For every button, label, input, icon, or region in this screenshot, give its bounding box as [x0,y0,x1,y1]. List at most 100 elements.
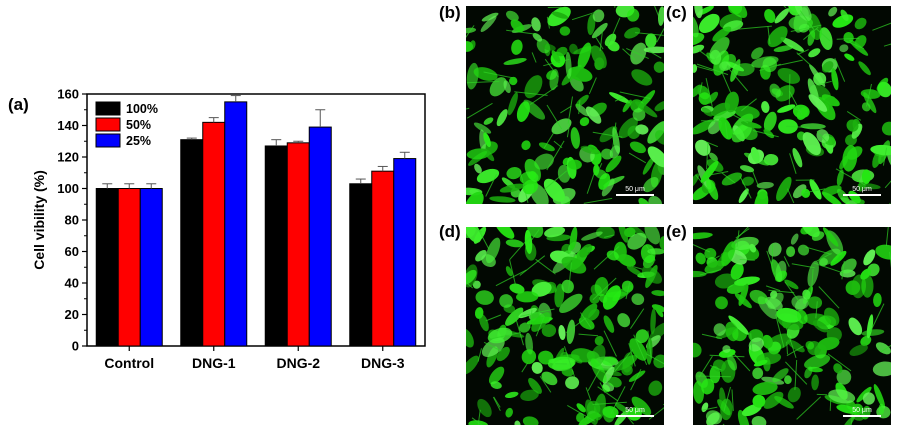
cell-process [752,130,779,138]
cell-process [797,49,809,55]
cell [496,109,508,127]
cell [594,335,604,346]
cell [466,41,474,52]
cell-process [799,10,815,31]
cell [844,53,855,61]
cell [505,266,513,277]
cell [488,366,505,385]
cell [819,258,828,267]
cell [472,280,481,289]
cell [693,64,698,73]
cell [561,367,574,377]
cell-process [635,32,664,36]
cell-process [531,52,537,63]
cell-process [794,359,798,390]
cell-process [466,25,475,38]
cell-process [471,417,483,425]
cell [693,15,699,38]
legend-label: 100% [126,102,158,116]
cell [861,329,885,336]
cell [601,148,613,160]
scale-bar-b: 50 μm [616,182,654,196]
cell-process [592,277,617,301]
cell [784,279,799,290]
cell-process [693,243,711,253]
cell [752,367,764,380]
cell [531,17,541,32]
cell [756,181,774,189]
cell-process [514,91,548,96]
cell [797,244,810,256]
cell-process [535,258,556,275]
cell [608,376,622,388]
bar [117,188,141,347]
cell-process [607,17,621,46]
cell [792,148,803,168]
cell [848,317,863,336]
cell [499,183,525,193]
cell [701,107,713,117]
bar [349,183,373,347]
cell-process [751,169,760,188]
cell [751,47,764,60]
cell-process [843,39,865,50]
cell [876,77,889,92]
cell [559,26,571,36]
cell-process [803,26,819,40]
cell [780,37,805,52]
cell [542,43,556,51]
cell [607,41,620,52]
legend-label: 25% [126,134,151,148]
cell-process [539,375,552,393]
y-tick-label: 140 [57,118,79,133]
cell [698,13,720,33]
cell-process [567,96,573,124]
cell [767,26,788,48]
cell [631,69,653,86]
cell [510,19,524,33]
cell [761,334,773,349]
cell-process [736,230,740,247]
cell-process [796,396,822,420]
cell-process [884,180,891,189]
cell-process [750,333,753,353]
bar [308,126,332,347]
cell-process [883,43,891,47]
cell-process [701,120,721,122]
cell-process [739,176,752,199]
cell-process [568,262,572,291]
cell [643,177,659,193]
cell-process [699,82,703,96]
cell-process [514,315,524,346]
cell [726,283,745,294]
cell [579,117,590,127]
cell [786,246,796,257]
cell [527,227,544,238]
x-tick-label: DNG-1 [192,355,236,371]
cell-process [628,152,647,164]
cell [822,227,839,247]
cell-process [648,50,662,59]
cell-process [553,140,563,149]
cell [715,327,737,339]
scale-bar-line [616,415,654,417]
cell [798,23,810,33]
scale-bar-label: 50 μm [625,407,645,414]
bar [202,121,226,347]
x-tick-label: DNG-2 [276,355,320,371]
cell [496,346,510,362]
cell-process [543,131,555,149]
cell [561,279,574,294]
cell [791,295,809,310]
cell-process [477,228,490,250]
cell-process [701,406,718,411]
y-tick-label: 20 [65,307,79,322]
cell-layer [693,227,891,425]
cell [774,396,794,409]
cell-process [805,246,832,255]
cell [631,293,645,306]
cell-process [698,49,713,61]
cell-process [791,106,802,113]
cell [713,323,726,336]
cell-process [869,303,885,333]
